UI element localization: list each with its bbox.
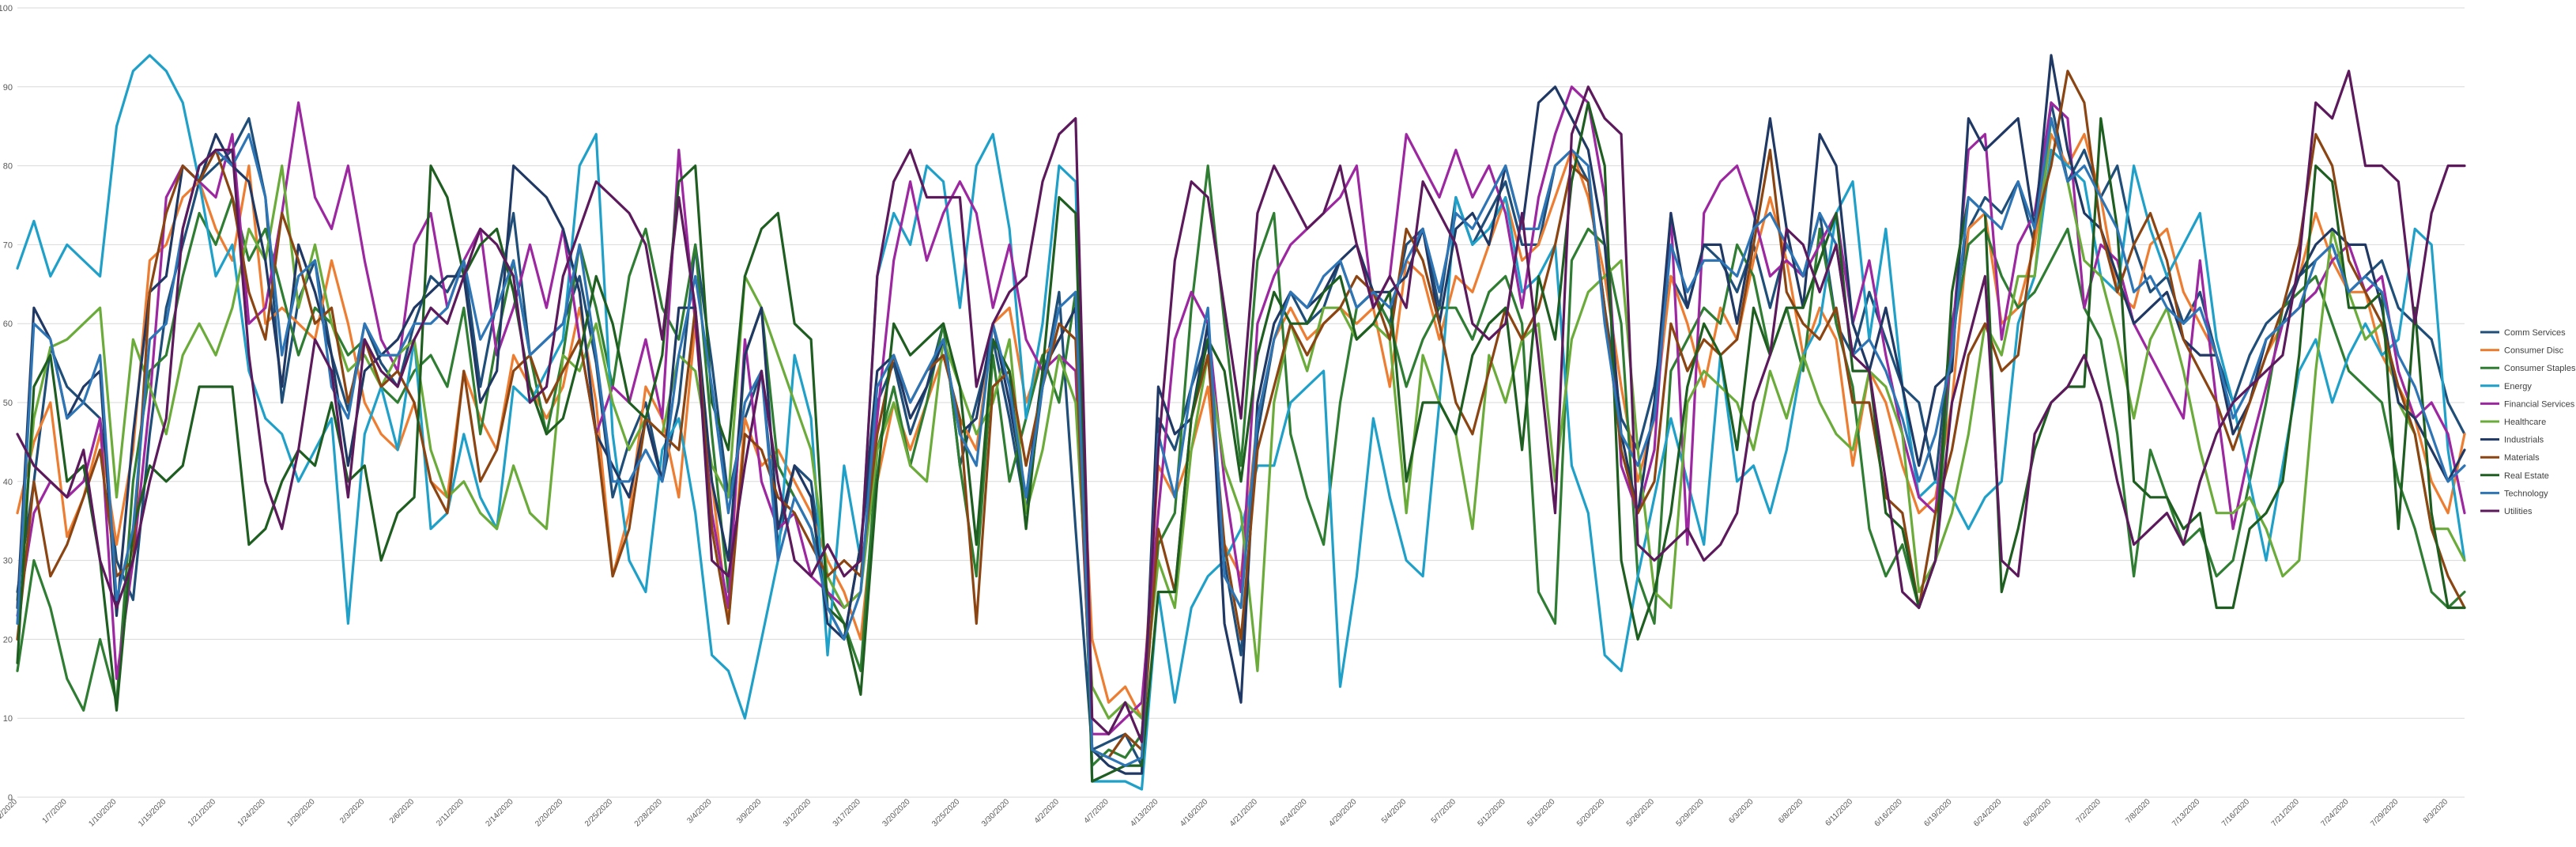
x-tick-label: 6/11/2020 bbox=[1824, 797, 1854, 828]
x-tick-label: 7/16/2020 bbox=[2220, 797, 2252, 829]
x-tick-label: 2/25/2020 bbox=[583, 797, 615, 829]
y-tick-label: 90 bbox=[3, 83, 13, 93]
legend: Comm Services Consumer Disc Consumer Stapl… bbox=[2480, 328, 2576, 516]
x-tick-label: 5/4/2020 bbox=[1380, 797, 1409, 826]
x-tick-label: 7/2/2020 bbox=[2075, 797, 2103, 826]
legend-label: Technology bbox=[2504, 489, 2548, 498]
x-tick-label: 1/29/2020 bbox=[285, 797, 317, 829]
x-tick-label: 3/9/2020 bbox=[735, 797, 764, 826]
x-tick-label: 2/28/2020 bbox=[633, 797, 665, 829]
x-tick-label: 3/25/2020 bbox=[930, 797, 962, 829]
x-tick-label: 1/21/2020 bbox=[187, 797, 218, 829]
legend-label: Healthcare bbox=[2504, 418, 2546, 427]
x-tick-label: 6/29/2020 bbox=[2022, 797, 2054, 829]
x-tick-label: 1/10/2020 bbox=[87, 797, 119, 829]
x-tick-label: 3/12/2020 bbox=[782, 797, 813, 829]
x-axis-ticks: 1/2/2020 1/7/2020 1/10/2020 1/15/2020 1/21/2… bbox=[0, 797, 2450, 829]
y-tick-label: 20 bbox=[3, 635, 13, 645]
series-lines bbox=[16, 54, 2466, 791]
x-tick-label: 1/15/2020 bbox=[137, 797, 168, 829]
x-tick-label: 1/7/2020 bbox=[41, 797, 70, 826]
x-tick-label: 5/15/2020 bbox=[1526, 797, 1557, 829]
x-tick-label: 1/2/2020 bbox=[0, 797, 19, 826]
x-tick-label: 4/21/2020 bbox=[1228, 797, 1260, 829]
legend-label: Comm Services bbox=[2504, 328, 2566, 338]
x-tick-label: 1/24/2020 bbox=[236, 797, 268, 829]
x-tick-label: 8/3/2020 bbox=[2422, 797, 2450, 826]
y-tick-label: 80 bbox=[3, 162, 13, 172]
x-tick-label: 2/11/2020 bbox=[435, 797, 466, 828]
x-tick-label: 4/24/2020 bbox=[1278, 797, 1310, 829]
x-tick-label: 4/29/2020 bbox=[1327, 797, 1359, 829]
x-tick-label: 2/3/2020 bbox=[338, 797, 367, 826]
legend-label: Industrials bbox=[2504, 436, 2544, 445]
series-line-utilities bbox=[16, 70, 2466, 743]
y-tick-label: 40 bbox=[3, 478, 13, 487]
x-tick-label: 7/24/2020 bbox=[2319, 797, 2351, 829]
x-tick-label: 2/6/2020 bbox=[388, 797, 417, 826]
legend-label: Consumer Disc bbox=[2504, 346, 2564, 356]
x-tick-label: 4/2/2020 bbox=[1033, 797, 1062, 826]
x-tick-label: 4/16/2020 bbox=[1179, 797, 1210, 829]
series-line-technology bbox=[16, 117, 2466, 767]
y-tick-label: 100 bbox=[0, 4, 13, 13]
series-line-materials bbox=[16, 70, 2466, 759]
x-tick-label: 3/30/2020 bbox=[980, 797, 1012, 829]
legend-label: Materials bbox=[2504, 453, 2540, 463]
y-axis-ticks: 0 10 20 30 40 50 60 70 80 90 100 bbox=[0, 4, 13, 803]
x-tick-label: 3/17/2020 bbox=[832, 797, 863, 829]
x-tick-label: 2/14/2020 bbox=[484, 797, 515, 829]
x-tick-label: 5/12/2020 bbox=[1477, 797, 1508, 829]
legend-label: Real Estate bbox=[2504, 471, 2549, 481]
y-tick-label: 0 bbox=[8, 793, 13, 803]
x-tick-label: 5/29/2020 bbox=[1675, 797, 1707, 829]
x-tick-label: 4/13/2020 bbox=[1129, 797, 1160, 829]
series-line-financial-services bbox=[16, 85, 2466, 735]
y-tick-label: 60 bbox=[3, 320, 13, 329]
x-tick-label: 5/26/2020 bbox=[1625, 797, 1657, 829]
y-tick-label: 30 bbox=[3, 557, 13, 566]
y-tick-label: 70 bbox=[3, 240, 13, 250]
x-tick-label: 3/4/2020 bbox=[685, 797, 714, 826]
x-tick-label: 6/19/2020 bbox=[1922, 797, 1954, 829]
x-tick-label: 4/7/2020 bbox=[1082, 797, 1111, 826]
y-tick-label: 10 bbox=[3, 714, 13, 724]
y-tick-label: 50 bbox=[3, 399, 13, 408]
series-line-energy bbox=[16, 54, 2466, 791]
x-tick-label: 6/16/2020 bbox=[1873, 797, 1905, 829]
legend-label: Financial Services bbox=[2504, 399, 2575, 409]
legend-label: Energy bbox=[2504, 382, 2532, 391]
x-tick-label: 7/29/2020 bbox=[2369, 797, 2401, 829]
legend-label: Utilities bbox=[2504, 507, 2533, 516]
legend-label: Consumer Staples bbox=[2504, 364, 2576, 373]
x-tick-label: 5/20/2020 bbox=[1575, 797, 1607, 829]
x-tick-label: 6/8/2020 bbox=[1777, 797, 1805, 826]
x-tick-label: 6/24/2020 bbox=[1972, 797, 2004, 829]
x-tick-label: 2/20/2020 bbox=[534, 797, 565, 829]
x-tick-label: 6/3/2020 bbox=[1727, 797, 1756, 826]
x-tick-label: 5/7/2020 bbox=[1430, 797, 1458, 826]
x-tick-label: 7/21/2020 bbox=[2270, 797, 2302, 829]
x-tick-label: 3/20/2020 bbox=[881, 797, 912, 829]
x-tick-label: 7/13/2020 bbox=[2171, 797, 2202, 829]
series-line-consumer-staples bbox=[16, 164, 2466, 767]
x-tick-label: 7/8/2020 bbox=[2124, 797, 2152, 826]
